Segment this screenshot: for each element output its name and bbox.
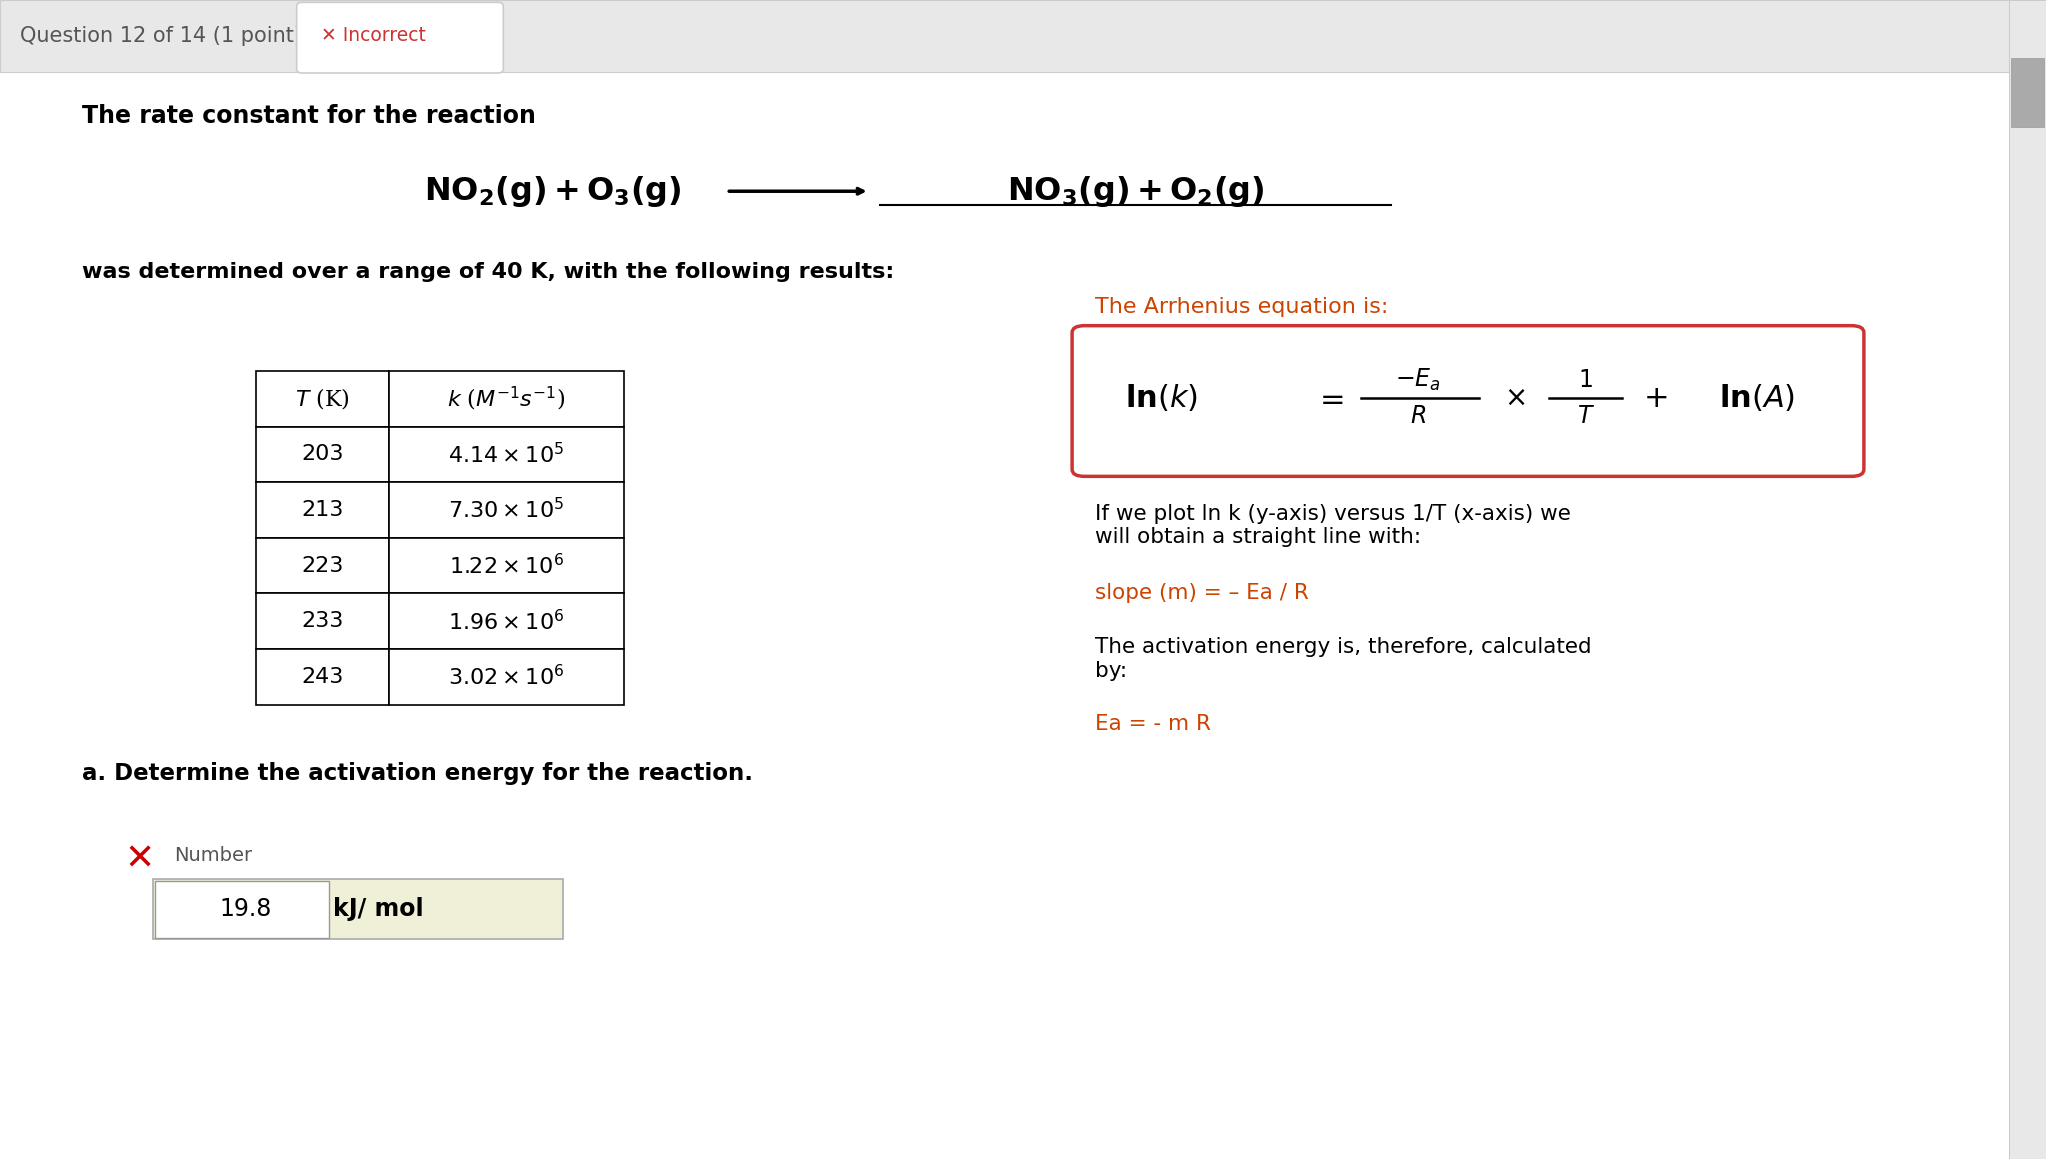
Bar (256, 371, 389, 427)
Text: $\mathbf{NO_3(g) + O_2(g)}$: $\mathbf{NO_3(g) + O_2(g)}$ (1007, 174, 1264, 209)
Text: $=$: $=$ (1314, 384, 1344, 414)
Text: Question 12 of 14 (1 point): Question 12 of 14 (1 point) (20, 25, 303, 46)
Text: $\mathit{k}$ ($\mathit{M}^{-1}\mathit{s}^{-1}$): $\mathit{k}$ ($\mathit{M}^{-1}\mathit{s}… (448, 385, 565, 413)
Text: $\mathbf{NO_2(g) + O_3(g)}$: $\mathbf{NO_2(g) + O_3(g)}$ (424, 174, 681, 209)
Text: $1.22 \times 10^6$: $1.22 \times 10^6$ (448, 553, 565, 578)
Text: $T$: $T$ (1577, 404, 1594, 428)
Text: $\mathbf{ln}(k)$: $\mathbf{ln}(k)$ (1125, 384, 1199, 414)
Text: $1$: $1$ (1577, 369, 1594, 392)
Bar (256, 649, 389, 705)
Bar (153, 879, 563, 939)
Text: $+$: $+$ (1643, 384, 1667, 414)
Text: kJ/ mol: kJ/ mol (333, 897, 424, 920)
Text: $\mathit{T}$ (K): $\mathit{T}$ (K) (295, 386, 350, 411)
Bar (256, 482, 389, 538)
Text: The activation energy is, therefore, calculated
by:: The activation energy is, therefore, cal… (1095, 637, 1592, 680)
FancyBboxPatch shape (1072, 326, 1864, 476)
Text: $\times$: $\times$ (1504, 385, 1524, 413)
Bar (155, 881, 329, 938)
Bar (389, 482, 624, 538)
Bar (256, 427, 389, 482)
Text: ✕: ✕ (125, 843, 153, 877)
Text: $R$: $R$ (1410, 404, 1426, 428)
FancyBboxPatch shape (297, 2, 503, 73)
Bar (2011, 58, 2044, 127)
Text: 243: 243 (301, 666, 344, 687)
Text: slope (m) = – Ea / R: slope (m) = – Ea / R (1095, 583, 1309, 604)
Text: The rate constant for the reaction: The rate constant for the reaction (82, 104, 536, 127)
Text: The Arrhenius equation is:: The Arrhenius equation is: (1095, 297, 1387, 318)
Bar (0, 0, 2009, 72)
Bar (389, 593, 624, 649)
Text: $4.14 \times 10^5$: $4.14 \times 10^5$ (448, 442, 565, 467)
Text: $\mathbf{ln}(A)$: $\mathbf{ln}(A)$ (1719, 384, 1794, 414)
Text: a. Determine the activation energy for the reaction.: a. Determine the activation energy for t… (82, 761, 753, 785)
Text: 213: 213 (301, 500, 344, 520)
Text: 233: 233 (301, 611, 344, 632)
Bar (2009, 0, 2046, 1159)
Text: If we plot ln k (y-axis) versus 1/T (x-axis) we
will obtain a straight line with: If we plot ln k (y-axis) versus 1/T (x-a… (1095, 504, 1571, 547)
Bar (256, 538, 389, 593)
Bar (389, 427, 624, 482)
Text: was determined over a range of 40 K, with the following results:: was determined over a range of 40 K, wit… (82, 262, 894, 283)
Bar (389, 371, 624, 427)
Text: Number: Number (174, 846, 252, 865)
Text: $1.96 \times 10^6$: $1.96 \times 10^6$ (448, 608, 565, 634)
Text: 223: 223 (301, 555, 344, 576)
Bar (256, 593, 389, 649)
Text: $3.02 \times 10^6$: $3.02 \times 10^6$ (448, 664, 565, 690)
Text: 203: 203 (301, 444, 344, 465)
Text: $7.30 \times 10^5$: $7.30 \times 10^5$ (448, 497, 565, 523)
Text: ✕ Incorrect: ✕ Incorrect (321, 27, 426, 45)
Bar (389, 538, 624, 593)
Text: 19.8: 19.8 (219, 897, 272, 920)
Text: $-E_a$: $-E_a$ (1395, 367, 1440, 393)
Text: Ea = - m R: Ea = - m R (1095, 714, 1211, 735)
Bar (389, 649, 624, 705)
